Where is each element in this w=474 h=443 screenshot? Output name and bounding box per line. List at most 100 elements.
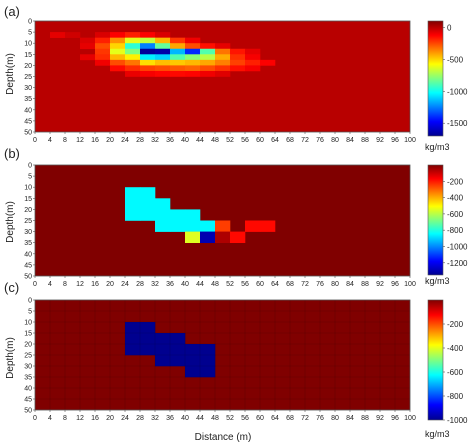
panel-b-cell-6	[140, 209, 156, 221]
panel-c-xtick-label: 68	[286, 415, 294, 422]
panel-c-cell-10	[185, 344, 201, 356]
panel-b-xtick-label: 92	[376, 281, 384, 288]
panel-b-cell-4	[155, 198, 171, 210]
panel-b-ytick-label: 50	[24, 274, 32, 281]
panel-a-cell-60	[110, 65, 126, 72]
panel-a-ytick-label: 20	[24, 63, 32, 70]
panel-a-cell-69	[245, 65, 261, 72]
panel-a-ytick-label: 10	[24, 41, 32, 48]
panel-a-cell-61	[125, 65, 141, 72]
panel-b-xtick-label: 48	[211, 281, 219, 288]
panel-a-xtick-label: 52	[226, 137, 234, 144]
panel-b-ytick-label: 25	[24, 218, 32, 225]
panel-a-cell-9	[110, 37, 126, 44]
panel-a-cell-64	[170, 65, 186, 72]
panel-b-cell-16	[260, 220, 276, 232]
panel-a-cell-35	[245, 48, 261, 55]
panel-a-xtick-label: 84	[346, 137, 354, 144]
panel-c-xtick-label: 52	[226, 415, 234, 422]
panel-b-ytick-label: 40	[24, 251, 32, 258]
panel-b-xtick-label: 96	[391, 281, 399, 288]
panel-a-cell-68	[230, 65, 246, 72]
panel-a-cell-13	[170, 37, 186, 44]
panel-b-xtick-label: 80	[331, 281, 339, 288]
panel-a-cell-70	[125, 70, 141, 77]
panel-b-xtick-label: 40	[181, 281, 189, 288]
panel-a-cell-2	[95, 32, 111, 38]
panel-b-cell-2	[125, 198, 141, 210]
panel-c-xtick-label: 76	[316, 415, 324, 422]
panel-c-ytick-label: 15	[24, 331, 32, 338]
panel-c-colorbar-tick-label: -400	[447, 344, 464, 353]
panel-a-xtick-label: 16	[91, 137, 99, 144]
panel-a-cell-34	[230, 48, 246, 55]
panel-a-cell-22	[185, 43, 201, 50]
panel-a-cell-14	[185, 37, 201, 44]
panel-b-xtick-label: 36	[166, 281, 174, 288]
panel-a-cell-11	[140, 37, 156, 44]
panel-a-ytick-label: 15	[24, 52, 32, 59]
panel-b-label: (b)	[4, 146, 20, 161]
panel-b-cell-1	[140, 187, 156, 199]
panel-a-xtick-label: 32	[151, 137, 159, 144]
panel-c-cell-1	[140, 322, 156, 334]
panel-a-cell-1	[65, 32, 81, 38]
panel-a-cell-71	[140, 70, 156, 77]
panel-a-cell-49	[110, 59, 126, 66]
panel-c-background	[35, 300, 410, 410]
panel-a-ytick-label: 5	[28, 30, 32, 37]
panel-a-cell-66	[200, 65, 216, 72]
panel-a-cell-12	[155, 37, 171, 44]
panel-b-cell-14	[215, 220, 231, 232]
panel-b-cell-15	[245, 220, 261, 232]
panel-b-xtick-label: 20	[106, 281, 114, 288]
panel-a-cell-28	[140, 48, 156, 55]
panel-a-cell-57	[230, 59, 246, 66]
panel-a-colorbar-tick-label: -1000	[447, 87, 468, 96]
panel-b-colorbar-tick-label: -1200	[447, 259, 468, 268]
panel-b-ylabel: Depth(m)	[5, 201, 16, 243]
panel-c-xtick-label: 56	[241, 415, 249, 422]
panel-c-ytick-label: 50	[24, 408, 32, 415]
panel-a-xtick-label: 8	[63, 137, 67, 144]
panel-a-cell-44	[200, 54, 216, 61]
panel-b-xtick-label: 28	[136, 281, 144, 288]
panel-c-colorbar-tick-label: -1000	[447, 416, 468, 425]
panel-a-ytick-label: 40	[24, 107, 32, 114]
panel-a-cell-50	[125, 59, 141, 66]
panel-a-cell-37	[95, 54, 111, 61]
panel-a-cell-8	[95, 37, 111, 44]
panel-a-xtick-label: 80	[331, 137, 339, 144]
panel-a-cell-23	[200, 43, 216, 50]
panel-a-xtick-label: 60	[256, 137, 264, 144]
panel-a-cell-7	[80, 37, 96, 44]
panel-b-colorbar-tick-label: -400	[447, 194, 464, 203]
panel-b-ytick-label: 30	[24, 229, 32, 236]
panel-c-xtick-label: 92	[376, 415, 384, 422]
panel-c-xtick-label: 8	[63, 415, 67, 422]
panel-b-xtick-label: 68	[286, 281, 294, 288]
panel-b-cell-12	[185, 220, 201, 232]
panel-a-cell-74	[185, 70, 201, 77]
panel-a-cell-41	[155, 54, 171, 61]
panel-c-xtick-label: 40	[181, 415, 189, 422]
panel-a-cell-59	[260, 59, 276, 66]
panel-c-ytick-label: 45	[24, 397, 32, 404]
panel-a-cell-16	[95, 43, 111, 50]
panel-c-xtick-label: 12	[76, 415, 84, 422]
panel-b-ytick-label: 10	[24, 185, 32, 192]
panel-a-xtick-label: 24	[121, 137, 129, 144]
panel-a-cell-47	[245, 54, 261, 61]
panel-a-cell-39	[125, 54, 141, 61]
panel-a-cell-38	[110, 54, 126, 61]
panel-b-cell-11	[170, 220, 186, 232]
panel-b-xtick-label: 84	[346, 281, 354, 288]
panel-a-xtick-label: 88	[361, 137, 369, 144]
panel-b-colorbar-tick-label: -600	[447, 210, 464, 219]
panel-b-ytick-label: 15	[24, 196, 32, 203]
panel-a-cell-26	[110, 48, 126, 55]
panel-b-xtick-label: 44	[196, 281, 204, 288]
panel-b-xtick-label: 8	[63, 281, 67, 288]
panel-c-xlabel: Distance (m)	[195, 432, 252, 443]
